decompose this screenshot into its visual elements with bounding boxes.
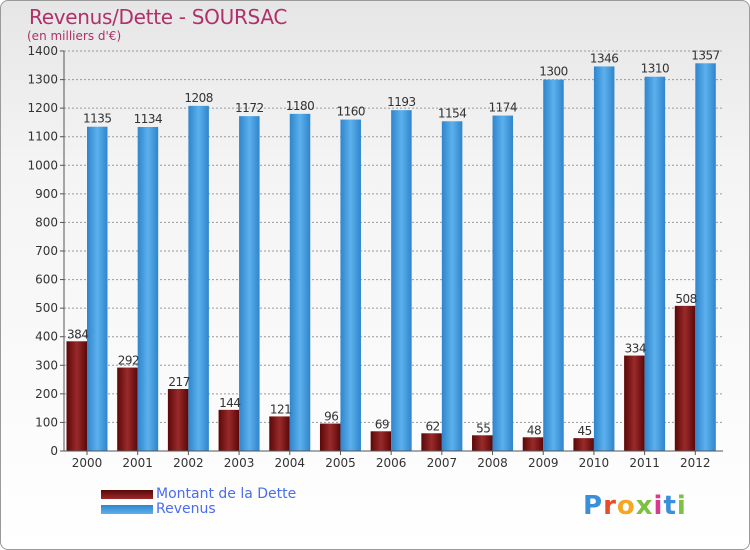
- data-label-debt: 292: [118, 354, 139, 368]
- bar-revenue: [391, 110, 412, 452]
- data-label-debt: 508: [675, 292, 696, 306]
- bar-revenue: [87, 126, 108, 451]
- bar-revenue: [644, 76, 666, 451]
- x-tick-label: 2002: [173, 456, 204, 470]
- legend-label-revenue: Revenus: [156, 501, 216, 517]
- bar-revenue: [492, 115, 514, 452]
- bar-debt: [370, 431, 392, 451]
- x-tick-label: 2003: [224, 456, 255, 470]
- bar-debt: [66, 341, 87, 451]
- bar-revenue: [340, 119, 361, 452]
- data-label-debt: 121: [270, 402, 291, 416]
- data-label-debt: 48: [527, 423, 541, 437]
- x-tick-label: 2000: [72, 456, 103, 470]
- chart-subtitle: (en milliers d'€): [27, 29, 122, 43]
- bar-revenue: [188, 105, 209, 451]
- logo-letter: t: [663, 491, 677, 521]
- data-label-revenue: 1134: [134, 112, 163, 126]
- bar-revenue: [239, 116, 260, 452]
- y-tick-label: 0: [50, 444, 58, 458]
- data-label-revenue: 1135: [83, 112, 112, 126]
- logo-letter: P: [583, 491, 604, 521]
- data-label-revenue: 1172: [235, 101, 264, 115]
- data-label-debt: 217: [168, 375, 189, 389]
- data-label-debt: 96: [324, 410, 338, 424]
- x-tick-label: 2009: [528, 456, 559, 470]
- x-tick-label: 2007: [427, 456, 458, 470]
- bar-debt: [319, 423, 341, 451]
- x-tick-label: 2008: [477, 456, 508, 470]
- y-tick-label: 1400: [27, 44, 58, 58]
- data-label-debt: 144: [219, 396, 240, 410]
- data-label-revenue: 1193: [387, 95, 416, 109]
- data-label-revenue: 1174: [489, 101, 518, 115]
- y-tick-label: 400: [35, 330, 58, 344]
- y-tick-label: 1100: [27, 130, 58, 144]
- data-label-revenue: 1346: [590, 51, 619, 65]
- logo-letter: r: [603, 491, 617, 521]
- data-label-revenue: 1160: [336, 105, 365, 119]
- y-tick-label: 500: [35, 301, 58, 315]
- x-tick-label: 2010: [579, 456, 610, 470]
- bar-debt: [218, 409, 240, 451]
- data-label-debt: 45: [578, 424, 592, 438]
- x-tick-label: 2001: [122, 456, 153, 470]
- data-label-debt: 55: [476, 421, 490, 435]
- bar-debt: [674, 305, 696, 451]
- y-tick-label: 800: [35, 215, 58, 229]
- logo-letter: i: [676, 491, 687, 521]
- data-label-debt: 62: [425, 419, 439, 433]
- y-tick-label: 1300: [27, 73, 58, 87]
- y-tick-label: 300: [35, 358, 58, 372]
- bar-debt: [472, 435, 493, 451]
- x-tick-label: 2006: [376, 456, 407, 470]
- y-tick-label: 900: [35, 187, 58, 201]
- y-tick-label: 1000: [27, 158, 58, 172]
- bar-debt: [573, 438, 594, 451]
- y-tick-label: 700: [35, 244, 58, 258]
- bar-revenue: [593, 66, 615, 451]
- y-tick-label: 1200: [27, 101, 58, 115]
- data-label-debt: 69: [375, 417, 389, 431]
- x-tick-label: 2012: [680, 456, 711, 470]
- bar-debt: [522, 437, 544, 451]
- bar-debt: [167, 389, 189, 451]
- logo-letter: o: [616, 491, 636, 521]
- y-tick-label: 600: [35, 273, 58, 287]
- data-label-revenue: 1310: [641, 62, 670, 76]
- data-label-revenue: 1154: [438, 106, 467, 120]
- bar-debt: [624, 355, 645, 451]
- data-label-debt: 384: [67, 327, 88, 341]
- logo-letter: i: [653, 491, 664, 521]
- data-label-revenue: 1300: [539, 65, 568, 79]
- data-label-debt: 334: [625, 342, 646, 356]
- bar-debt: [421, 433, 442, 451]
- data-label-revenue: 1357: [691, 48, 720, 62]
- logo-letter: x: [635, 491, 654, 521]
- chart-title: Revenus/Dette - SOURSAC: [29, 5, 288, 29]
- x-tick-label: 2011: [629, 456, 660, 470]
- bar-revenue: [543, 79, 564, 452]
- x-tick-label: 2005: [325, 456, 356, 470]
- legend-label-debt: Montant de la Dette: [156, 486, 297, 502]
- y-tick-label: 100: [35, 415, 58, 429]
- bar-revenue: [441, 121, 463, 452]
- y-tick-label: 200: [35, 387, 58, 401]
- legend-swatch-revenue: [101, 505, 153, 514]
- legend-swatch-debt: [101, 490, 153, 499]
- bar-revenue: [289, 113, 311, 451]
- bar-debt: [117, 367, 138, 451]
- bar-revenue: [137, 127, 159, 451]
- bar-debt: [269, 416, 290, 451]
- data-label-revenue: 1180: [286, 99, 315, 113]
- data-label-revenue: 1208: [184, 91, 213, 105]
- bar-revenue: [695, 63, 716, 452]
- x-tick-label: 2004: [274, 456, 305, 470]
- proxiti-logo: Proxiti: [583, 491, 687, 521]
